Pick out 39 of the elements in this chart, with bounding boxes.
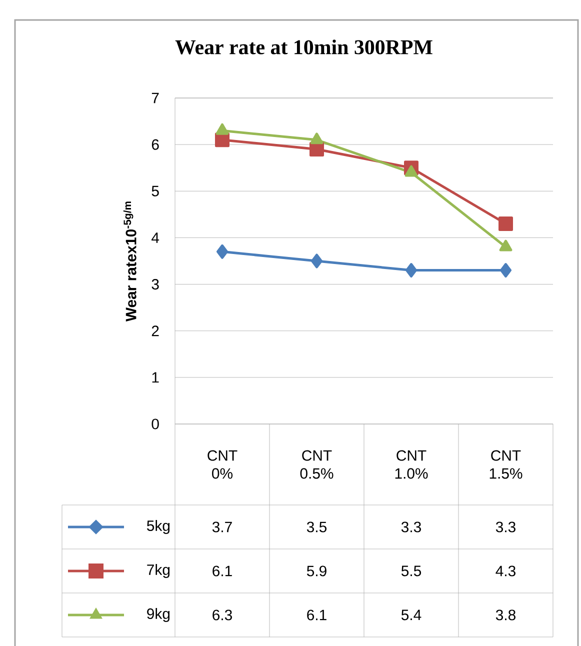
y-tick-label: 2 [152, 326, 159, 336]
y-tick-label: 7 [152, 92, 159, 104]
y-axis-title: Wear ratex10$^{-5g/m}$ [123, 202, 136, 322]
y-tick-label: 4 [152, 232, 160, 243]
point [216, 244, 228, 259]
chart-title: Wear rate at 10min 300RPM [175, 40, 432, 54]
data-label: 5.5 [401, 566, 422, 576]
y-tick-label: 0 [152, 418, 159, 430]
point [310, 142, 324, 156]
data-label: 3.3 [496, 522, 516, 532]
data-label: 6.3 [212, 610, 232, 620]
data-label: 5.9 [306, 566, 326, 576]
point [498, 216, 513, 231]
x-tick-label: CNT 0% [208, 450, 238, 479]
data-label: 3.5 [306, 522, 327, 532]
y-tick-label: 3 [152, 278, 159, 290]
point [216, 123, 229, 135]
point [500, 263, 512, 278]
x-tick-label: CNT 0.5% [300, 450, 334, 479]
legend-label: 7kg [147, 564, 170, 578]
legend-label: 5kg [146, 520, 170, 534]
point [406, 263, 417, 278]
x-tick-label: CNT 1.5% [490, 450, 522, 479]
legend-label: 9kg [147, 608, 170, 622]
data-label: 6.1 [307, 610, 326, 620]
data-label: 3.3 [401, 522, 421, 532]
data-label: 4.3 [496, 566, 516, 576]
y-tick-label: 1 [152, 372, 159, 383]
data-label: 5.4 [401, 610, 422, 620]
y-tick-label: 6 [152, 139, 159, 150]
data-label: 6.1 [212, 566, 232, 576]
point [499, 240, 512, 252]
point [311, 254, 322, 268]
x-tick-label: CNT 1.0% [395, 450, 428, 479]
point [310, 132, 324, 144]
data-label: 3.7 [212, 522, 232, 532]
y-tick-label: 5 [152, 186, 159, 196]
data-label: 3.8 [496, 610, 516, 620]
point [404, 165, 418, 177]
